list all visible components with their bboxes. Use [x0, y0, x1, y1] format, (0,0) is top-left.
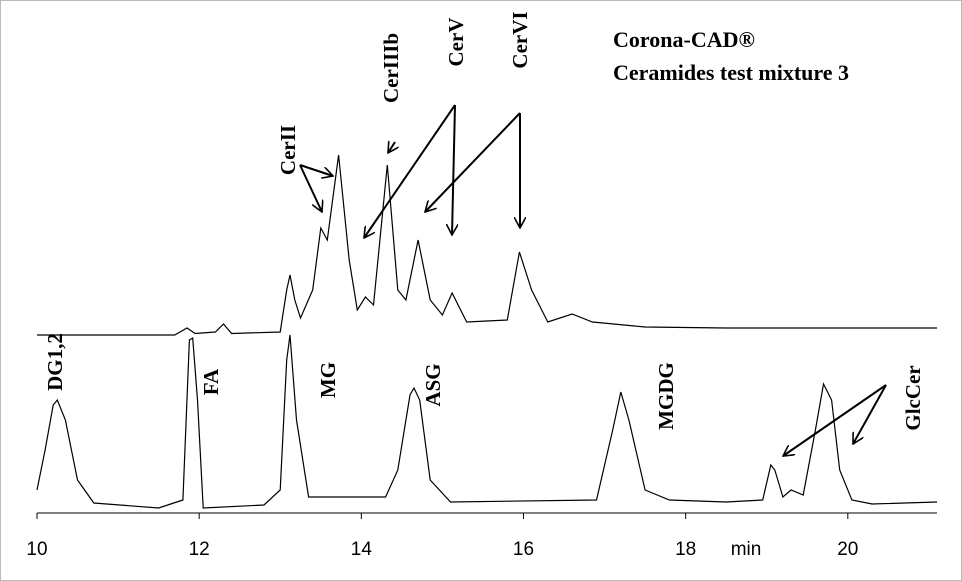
peak-label: GlcCer	[901, 365, 925, 430]
peak-label: MG	[316, 362, 340, 398]
arrow	[452, 104, 455, 235]
x-tick-label: 10	[26, 539, 47, 560]
peak-label: CerVI	[508, 11, 532, 68]
trace	[36, 334, 938, 509]
x-tick-label: 14	[351, 539, 373, 560]
x-tick-label: 12	[189, 539, 210, 560]
x-tick-label: 16	[513, 539, 534, 560]
arrows	[299, 104, 887, 456]
arrow	[425, 112, 521, 212]
trace	[37, 154, 937, 336]
arrow	[852, 384, 887, 444]
x-tick-label: 20	[837, 539, 858, 560]
x-unit-label: min	[731, 539, 762, 560]
peak-label: ASG	[421, 363, 445, 406]
peak-label: MGDG	[654, 362, 678, 430]
arrow	[364, 104, 456, 238]
peak-label: DG1,2	[43, 333, 67, 391]
x-tick-label: 18	[675, 539, 696, 560]
peak-label: CerV	[444, 18, 468, 67]
peak-label: CerII	[276, 125, 300, 175]
peak-label: CerIIIb	[379, 33, 403, 103]
arrow	[388, 142, 395, 153]
arrow	[299, 164, 322, 212]
chart-title: Corona-CAD®	[613, 27, 755, 52]
chart-title: Ceramides test mixture 3	[613, 60, 849, 85]
peak-label: FA	[199, 368, 223, 395]
arrow	[299, 164, 333, 176]
